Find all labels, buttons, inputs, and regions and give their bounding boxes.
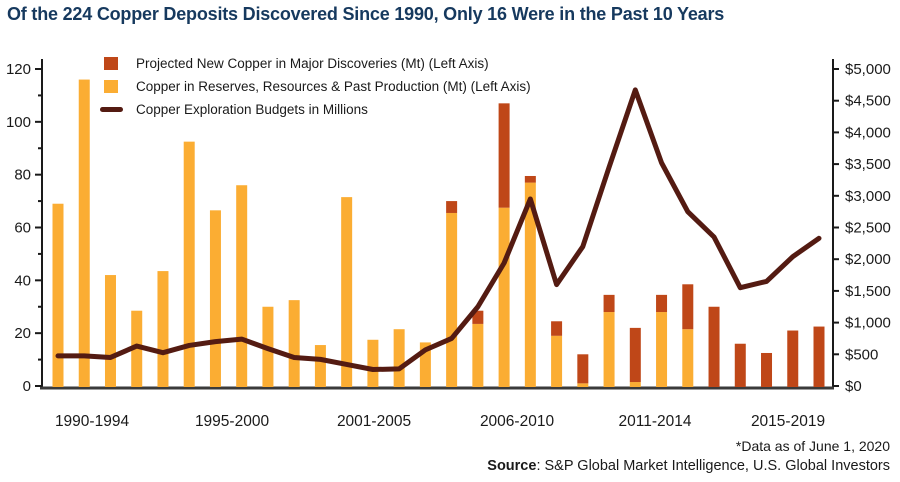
chart-title: Of the 224 Copper Deposits Discovered Si… — [7, 4, 725, 24]
left-axis-tick-label: 100 — [6, 114, 31, 131]
bar-reserves-2007 — [498, 207, 510, 387]
x-axis-group-label: 2006-2010 — [480, 413, 555, 430]
reserves-series-swatch-icon — [104, 80, 118, 93]
bar-reserves-2006 — [472, 323, 484, 387]
bar-projected-2019 — [813, 326, 825, 387]
bar-projected-2018 — [787, 330, 799, 387]
x-axis-group-label: 1995-2000 — [195, 413, 270, 430]
bar-reserves-1997 — [236, 185, 248, 387]
legend-item-projected-new-copper: Projected New Copper in Major Discoverie… — [104, 52, 531, 75]
bar-reserves-2012 — [629, 382, 641, 387]
right-axis-tick-label: $4,500 — [845, 93, 891, 110]
bar-reserves-1995 — [183, 141, 195, 387]
bar-reserves-2003 — [393, 329, 405, 387]
bar-projected-2013 — [656, 294, 668, 313]
bar-reserves-2002 — [367, 339, 379, 387]
bar-projected-2015 — [708, 306, 720, 387]
bar-reserves-2013 — [656, 312, 668, 387]
left-axis-tick-label: 80 — [14, 167, 31, 184]
left-axis-tick-label: 0 — [23, 378, 31, 395]
right-axis-tick-label: $2,000 — [845, 251, 891, 268]
bar-projected-2005 — [446, 201, 458, 213]
bar-projected-2008 — [524, 175, 536, 183]
bar-projected-2017 — [761, 352, 773, 387]
source-label: Source — [487, 458, 537, 474]
bar-reserves-2001 — [341, 197, 353, 387]
bar-reserves-1994 — [157, 271, 169, 387]
bar-projected-2011 — [603, 294, 615, 313]
bar-reserves-1996 — [209, 210, 221, 387]
bar-reserves-2011 — [603, 312, 615, 387]
right-axis-tick-label: $500 — [845, 346, 878, 363]
source-text: : S&P Global Market Intelligence, U.S. G… — [536, 458, 890, 474]
legend-label-budgets: Copper Exploration Budgets in Millions — [136, 102, 368, 117]
bar-projected-2006 — [472, 310, 484, 324]
legend-item-exploration-budgets: Copper Exploration Budgets in Millions — [100, 98, 531, 121]
bar-reserves-2004 — [419, 342, 431, 387]
legend-label-reserves: Copper in Reserves, Resources & Past Pro… — [136, 79, 531, 94]
bar-projected-2016 — [734, 343, 746, 387]
right-axis-tick-label: $1,000 — [845, 315, 891, 332]
axes: 0 20 40 60 80 100 120 $0 $500 $1,000 $1,500 $2,000 $… — [6, 59, 891, 430]
source-line: Source: S&P Global Market Intelligence, … — [487, 458, 890, 474]
bar-projected-2009 — [551, 321, 563, 336]
left-axis-tick-label: 60 — [14, 220, 31, 237]
bar-projected-2007 — [498, 103, 510, 208]
bar-reserves-2009 — [551, 335, 563, 387]
budgets-series-line-swatch-icon — [100, 107, 123, 112]
right-axis-tick-label: $2,500 — [845, 220, 891, 237]
bar-projected-2014 — [682, 284, 694, 330]
right-axis-tick-label: $3,500 — [845, 156, 891, 173]
bar-reserves-2000 — [314, 345, 326, 387]
right-axis-tick-label: $1,500 — [845, 283, 891, 300]
projected-series-swatch-icon — [104, 57, 118, 70]
x-axis-group-label: 1990-1994 — [55, 413, 130, 430]
chart-legend: Projected New Copper in Major Discoverie… — [100, 52, 531, 121]
x-axis-group-label: 2001-2005 — [337, 413, 411, 430]
right-axis-tick-label: $3,000 — [845, 188, 891, 205]
legend-item-reserves: Copper in Reserves, Resources & Past Pro… — [104, 75, 531, 98]
bar-reserves-1999 — [288, 300, 300, 387]
right-axis-tick-label: $0 — [845, 378, 862, 395]
legend-label-projected: Projected New Copper in Major Discoverie… — [136, 56, 489, 71]
left-axis-tick-label: 120 — [6, 61, 31, 78]
budget-line — [55, 87, 822, 373]
right-axis-tick-label: $5,000 — [845, 61, 891, 78]
left-axis-tick-label: 40 — [14, 272, 31, 289]
bar-reserves-1991 — [78, 79, 90, 388]
bar-projected-2012 — [629, 327, 641, 383]
bar-reserves-1990 — [52, 203, 64, 387]
x-axis-group-label: 2011-2014 — [619, 413, 692, 430]
bar-reserves-1992 — [104, 275, 116, 387]
left-axis-tick-label: 20 — [14, 325, 31, 342]
right-axis-tick-label: $4,000 — [845, 124, 891, 141]
bar-reserves-2005 — [446, 212, 458, 387]
bar-projected-2010 — [577, 354, 589, 384]
bar-reserves-2010 — [577, 383, 589, 387]
x-axis-group-label: 2015-2019 — [751, 413, 825, 430]
bar-reserves-2008 — [524, 182, 536, 387]
bar-reserves-2014 — [682, 329, 694, 387]
footnote: *Data as of June 1, 2020 — [735, 438, 890, 454]
bar-reserves-1993 — [131, 310, 143, 387]
